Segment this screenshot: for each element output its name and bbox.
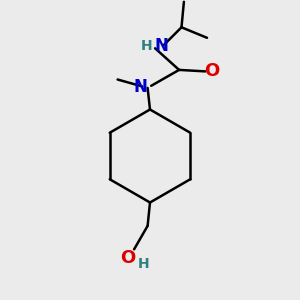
Text: O: O	[205, 62, 220, 80]
Text: N: N	[133, 78, 147, 96]
Text: O: O	[120, 249, 135, 267]
Text: N: N	[154, 37, 168, 55]
Text: H: H	[141, 39, 152, 53]
Text: H: H	[138, 257, 149, 271]
